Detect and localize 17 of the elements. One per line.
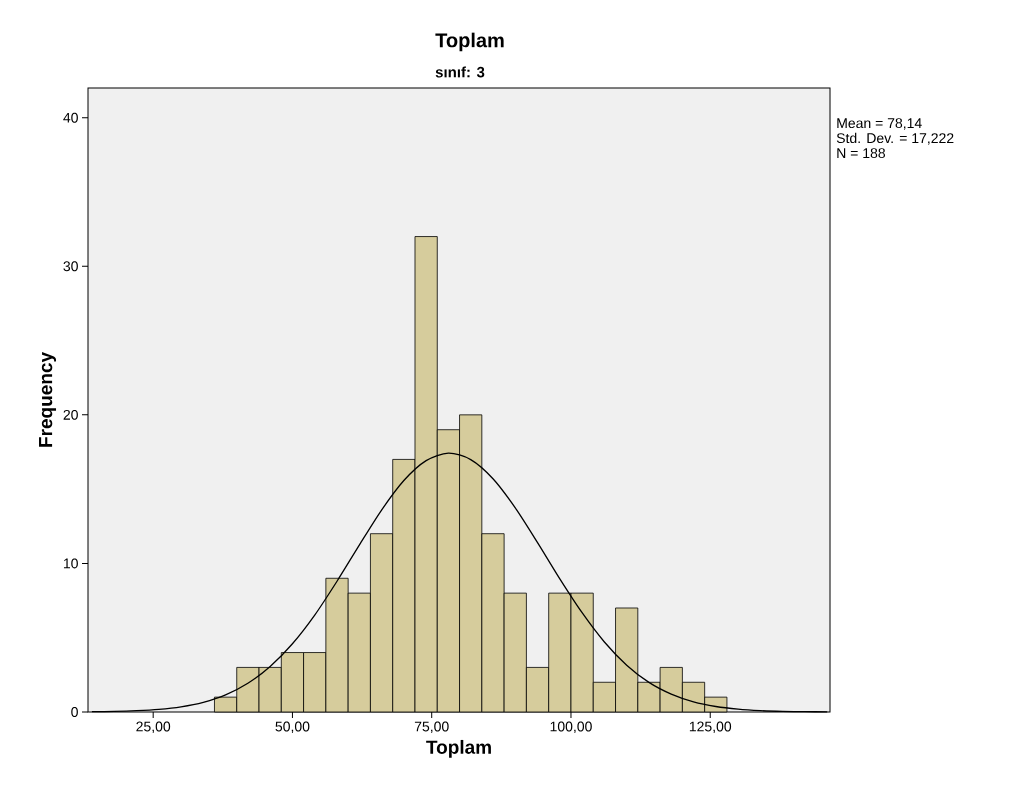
y-tick-label: 30 xyxy=(63,261,78,272)
text: N = 188 xyxy=(837,148,886,159)
y-axis-title: Frequency xyxy=(39,352,57,447)
y-tick-label: 0 xyxy=(71,707,78,717)
x-tick-label: 100,00 xyxy=(550,721,592,734)
chart-title: Toplam xyxy=(435,32,504,52)
chart-subtitle: sınıf: 3 xyxy=(435,66,485,78)
x-tick-label: 50,00 xyxy=(275,721,310,734)
x-tick-label: 25,00 xyxy=(136,721,171,734)
text: Std. Dev. = 17,222 xyxy=(836,132,954,145)
x-tick-label: 125,00 xyxy=(689,721,732,734)
y-tick-label: 20 xyxy=(63,409,78,420)
x-tick-label: 75,00 xyxy=(414,721,449,734)
x-axis-title: Toplam xyxy=(426,739,491,758)
text: Mean = 78,14 xyxy=(837,118,922,130)
y-tick-label: 10 xyxy=(63,558,78,569)
y-tick-label: 40 xyxy=(63,112,78,123)
